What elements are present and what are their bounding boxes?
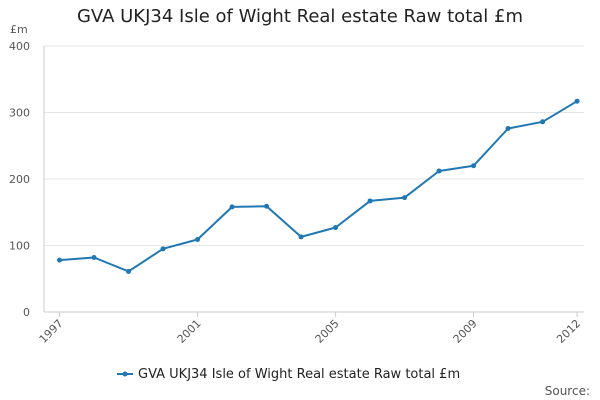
data-point[interactable] (229, 204, 235, 210)
data-point[interactable] (505, 125, 511, 131)
axes (43, 46, 584, 317)
y-tick-label: 0 (23, 306, 30, 319)
y-tick-labels: 0 100 200 300 400 (9, 40, 30, 319)
legend[interactable]: GVA UKJ34 Isle of Wight Real estate Raw … (117, 367, 460, 382)
data-point[interactable] (436, 168, 442, 174)
y-tick-label: 300 (9, 107, 30, 120)
data-point[interactable] (91, 254, 97, 260)
y-tick-label: 200 (9, 173, 30, 186)
x-tick-label: 2005 (313, 317, 342, 346)
data-point[interactable] (471, 163, 477, 169)
x-tick-label: 2009 (451, 317, 480, 346)
data-point[interactable] (333, 225, 339, 231)
x-tick-label: 2001 (175, 317, 204, 346)
grid-lines (44, 45, 584, 246)
x-tick-labels: 1997 2001 2005 2009 2012 (37, 317, 584, 346)
x-tick-label: 2012 (554, 317, 583, 346)
y-axis-unit-label: £m (10, 23, 28, 36)
data-point[interactable] (57, 257, 63, 263)
chart-title: GVA UKJ34 Isle of Wight Real estate Raw … (76, 6, 523, 27)
data-point[interactable] (402, 195, 408, 201)
data-point[interactable] (195, 237, 201, 243)
y-tick-label: 100 (9, 240, 30, 253)
series-group (57, 98, 580, 274)
series-line (59, 100, 578, 273)
x-tick-label: 1997 (37, 317, 66, 346)
data-point[interactable] (264, 203, 270, 209)
data-point[interactable] (160, 246, 166, 252)
data-point[interactable] (540, 119, 546, 125)
data-point[interactable] (367, 198, 373, 204)
data-point[interactable] (574, 98, 580, 104)
legend-series-label: GVA UKJ34 Isle of Wight Real estate Raw … (138, 367, 460, 382)
legend-dot-marker (122, 371, 128, 377)
data-point[interactable] (298, 234, 304, 240)
data-point[interactable] (126, 268, 132, 274)
source-label: Source: (545, 384, 590, 398)
y-tick-label: 400 (9, 40, 30, 53)
